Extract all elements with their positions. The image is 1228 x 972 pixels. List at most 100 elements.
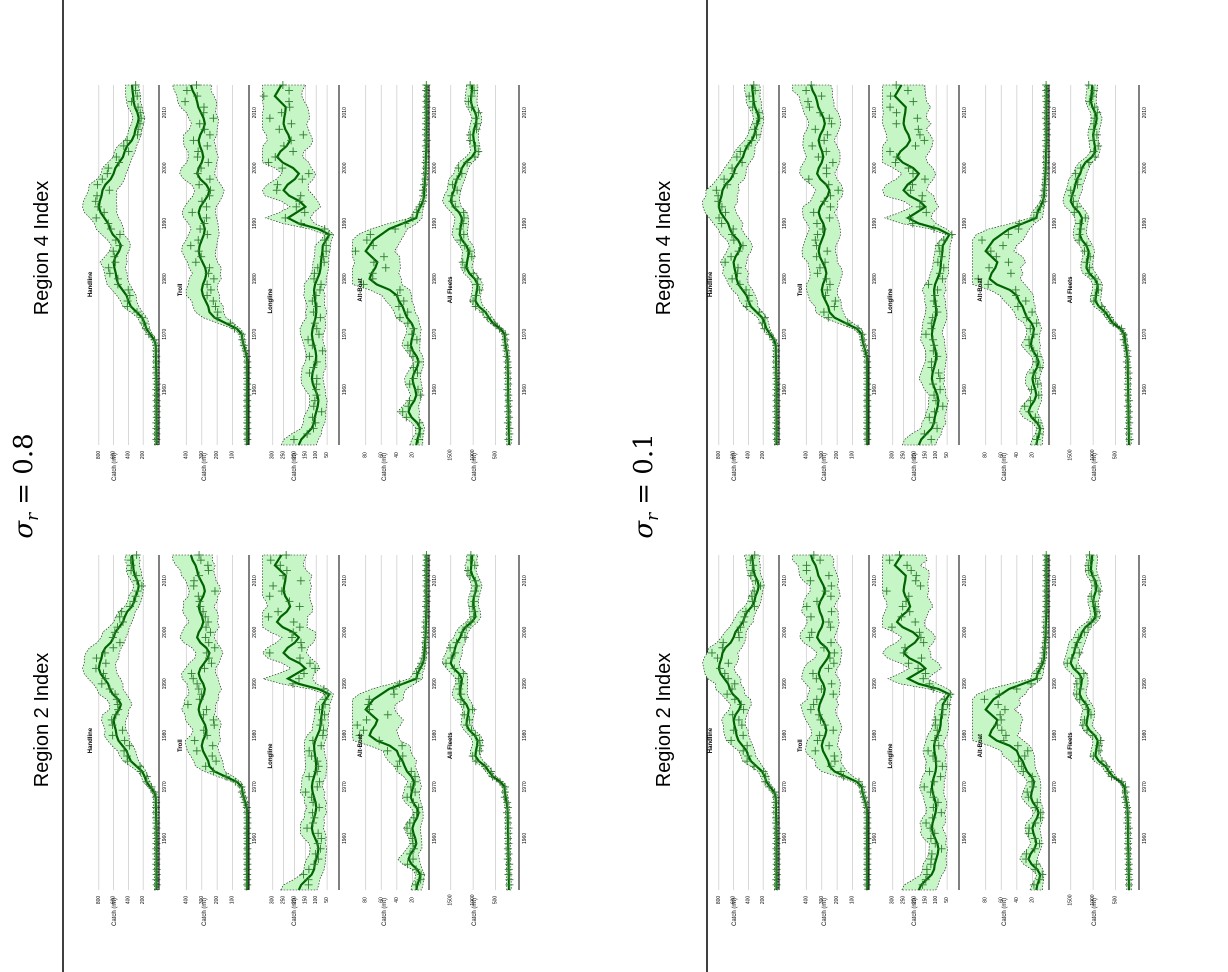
data-point [1086,252,1095,261]
data-point [467,103,476,112]
x-tick-label: 1960 [1142,384,1148,395]
data-point [823,285,832,294]
y-axis-label: Catch (mt) [1092,453,1098,481]
data-point [812,241,821,250]
y-tick-label: 200 [911,451,917,460]
data-point [197,252,206,261]
x-tick-label: 1970 [782,328,788,339]
data-point [108,721,117,730]
x-tick-label: 1980 [872,273,878,284]
data-point [310,274,319,283]
data-point [459,700,468,709]
data-point [1083,726,1092,735]
data-point [1123,346,1132,355]
data-point [209,767,218,776]
data-point [97,679,106,688]
data-point [472,125,481,134]
data-point [316,313,325,322]
data-point [887,623,896,632]
data-point [1092,607,1101,616]
data-point [196,556,205,565]
data-point [928,313,937,322]
data-point [369,241,378,250]
data-point [1034,418,1043,427]
data-point [821,258,830,267]
data-point [807,628,816,637]
data-point [761,777,770,786]
data-point [264,612,273,621]
data-point [996,710,1005,719]
data-point [914,664,923,673]
data-point [802,602,811,611]
x-tick-label: 1960 [162,833,168,844]
x-tick-label: 1970 [162,328,168,339]
y-tick-label: 80 [363,452,369,458]
data-point [1123,402,1132,411]
subplot-troll: 100 200 300 400 Troll 1960 1970 1980 1990 2000 201… [792,81,878,481]
fleet-label: Longline [268,743,274,769]
data-point [239,341,248,350]
data-point [259,92,268,101]
data-point [119,141,128,150]
x-tick-label: 2010 [252,575,258,586]
data-point [1124,407,1133,416]
data-point [412,808,421,817]
data-point [469,612,478,621]
data-point [728,274,737,283]
x-tick-label: 1960 [252,384,258,395]
data-point [1014,757,1023,766]
data-point [206,628,215,637]
y-tick-label: 50 [324,897,330,903]
fleet-label: Handline [708,271,714,297]
data-point [200,664,209,673]
data-point [827,638,836,647]
x-tick-label: 1960 [872,833,878,844]
fleet-label: Longline [888,288,894,314]
data-point [1024,829,1033,838]
data-point [105,186,114,195]
panel-title-sigma01-region2: Region 2 Index [653,653,675,788]
data-point [307,793,316,802]
x-tick-label: 1980 [1142,730,1148,741]
data-point [929,335,938,344]
x-tick-label: 1990 [162,218,168,229]
data-point [926,834,935,843]
data-point [1015,219,1024,228]
data-point [112,695,121,704]
data-point [912,571,921,580]
data-point [120,736,129,745]
data-point [459,219,468,228]
data-point [770,788,779,797]
x-tick-label: 2000 [432,162,438,173]
x-tick-label: 1990 [872,218,878,229]
y-tick-label: 1000 [1090,449,1096,460]
data-point [366,230,375,239]
data-point [147,782,156,791]
data-point [1080,247,1089,256]
data-point [310,269,319,278]
data-point [285,86,294,95]
y-tick-label: 300 [890,451,896,460]
data-point [1031,803,1040,812]
data-point [723,180,732,189]
data-point [315,285,324,294]
data-point [919,638,928,647]
data-point [720,175,729,184]
data-point [1032,669,1041,678]
data-point [468,752,477,760]
data-point [307,752,316,760]
data-point [1087,592,1096,601]
data-point [415,202,424,211]
data-point [839,772,848,781]
data-point [1021,855,1030,864]
y-tick-label: 400 [125,451,131,460]
data-point [918,880,927,889]
confidence-band [262,554,334,891]
data-point [931,839,940,848]
data-point [936,385,945,394]
data-point [858,782,867,791]
y-tick-label: 600 [731,451,737,460]
data-point [904,164,913,173]
data-point [265,648,274,657]
data-point [751,86,760,95]
